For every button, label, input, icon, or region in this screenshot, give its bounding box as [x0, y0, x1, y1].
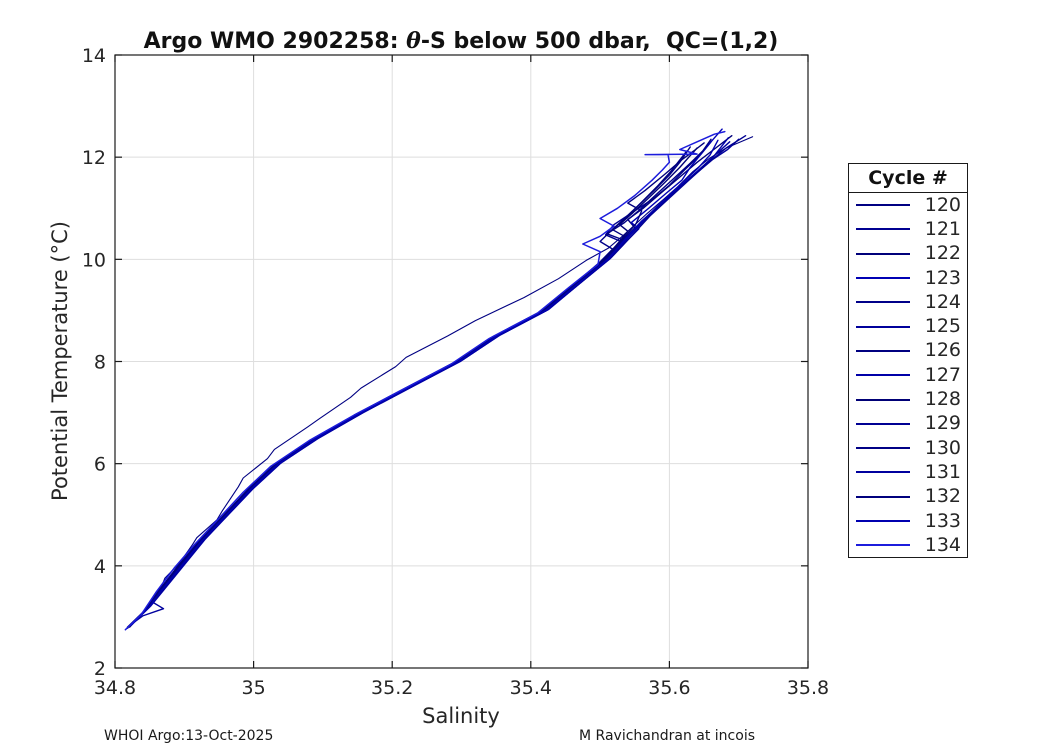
legend-entry-121: 121 [849, 217, 967, 241]
legend-line-sample [856, 325, 910, 328]
profile-line-cycle-120 [128, 136, 754, 627]
y-tick-label: 4 [94, 556, 106, 578]
legend-line-sample [856, 349, 910, 352]
legend-line-sample [856, 301, 910, 304]
y-tick-label: 10 [82, 249, 106, 271]
chart-title-suffix: -S below 500 dbar, QC=(1,2) [420, 29, 779, 54]
profile-line-cycle-134 [124, 130, 726, 631]
legend-cycle-label: 129 [924, 412, 961, 435]
legend-line-sample [856, 471, 910, 474]
legend-entry-120: 120 [849, 193, 967, 217]
x-tick-label: 34.8 [94, 677, 136, 699]
y-tick-label: 2 [94, 658, 106, 680]
legend-box: Cycle # 120 121 122 123 124 125 126 127 128 129 13… [848, 163, 968, 559]
legend-cycle-label: 120 [924, 193, 961, 216]
legend-entry-126: 126 [849, 339, 967, 363]
legend-line-sample [856, 252, 910, 255]
legend-line-sample [856, 447, 910, 450]
legend-entry-131: 131 [849, 460, 967, 484]
legend-cycle-label: 131 [924, 460, 961, 483]
legend-entry-134: 134 [849, 533, 967, 557]
x-tick-label: 35.6 [648, 677, 690, 699]
x-tick-label: 35.8 [787, 677, 829, 699]
legend-cycle-label: 130 [924, 436, 961, 459]
legend-line-sample [856, 277, 910, 280]
legend-entry-125: 125 [849, 314, 967, 338]
legend-cycle-label: 127 [924, 363, 961, 386]
legend-entry-132: 132 [849, 485, 967, 509]
footer-credit-left: WHOI Argo:13-Oct-2025 [104, 728, 274, 744]
legend-entry-124: 124 [849, 290, 967, 314]
legend-cycle-label: 125 [924, 315, 961, 338]
x-tick-label: 35.4 [510, 677, 552, 699]
legend-cycle-label: 133 [924, 509, 961, 532]
legend-cycle-label: 134 [924, 533, 961, 556]
legend-entry-130: 130 [849, 436, 967, 460]
legend-entry-127: 127 [849, 363, 967, 387]
legend-entry-128: 128 [849, 387, 967, 411]
legend-cycle-label: 124 [924, 290, 961, 313]
profile-line-cycle-132 [126, 150, 688, 628]
legend-entry-133: 133 [849, 509, 967, 533]
legend-line-sample [856, 374, 910, 377]
profile-line-cycle-125 [130, 138, 740, 626]
legend-line-sample [856, 422, 910, 425]
legend-title: Cycle # [849, 164, 967, 193]
profile-line-cycle-129 [132, 134, 747, 623]
profile-line-cycle-133 [130, 139, 719, 626]
legend-entries: 120 121 122 123 124 125 126 127 128 129 130 131 132 1… [849, 193, 967, 557]
x-axis-label: Salinity [422, 704, 500, 728]
y-tick-label: 14 [82, 45, 106, 67]
y-tick-label: 8 [94, 352, 106, 374]
x-tick-label: 35 [242, 677, 266, 699]
legend-entry-123: 123 [849, 266, 967, 290]
legend-cycle-label: 121 [924, 217, 961, 240]
footer-credit-right: M Ravichandran at incois [579, 728, 755, 744]
legend-entry-122: 122 [849, 242, 967, 266]
y-tick-label: 6 [94, 454, 106, 476]
y-axis-label: Potential Temperature (°C) [48, 221, 72, 501]
legend-cycle-label: 132 [924, 485, 961, 508]
legend-line-sample [856, 495, 910, 498]
legend-entry-129: 129 [849, 412, 967, 436]
legend-line-sample [856, 228, 910, 231]
chart-title: Argo WMO 2902258: θ-S below 500 dbar, QC… [144, 28, 779, 54]
legend-line-sample [856, 204, 910, 207]
y-tick-label: 12 [82, 147, 106, 169]
legend-line-sample [856, 398, 910, 401]
legend-cycle-label: 123 [924, 266, 961, 289]
legend-cycle-label: 126 [924, 339, 961, 362]
profile-line-cycle-121 [130, 141, 712, 626]
legend-line-sample [856, 520, 910, 522]
legend-line-sample [856, 544, 910, 547]
profile-line-cycle-128 [126, 147, 698, 629]
chart-title-prefix: Argo WMO 2902258: [143, 29, 407, 54]
legend-cycle-label: 128 [924, 388, 961, 411]
profile-line-cycle-122 [128, 134, 733, 628]
x-tick-label: 35.2 [371, 677, 413, 699]
theta-symbol: θ [406, 28, 421, 54]
legend-cycle-label: 122 [924, 242, 961, 265]
